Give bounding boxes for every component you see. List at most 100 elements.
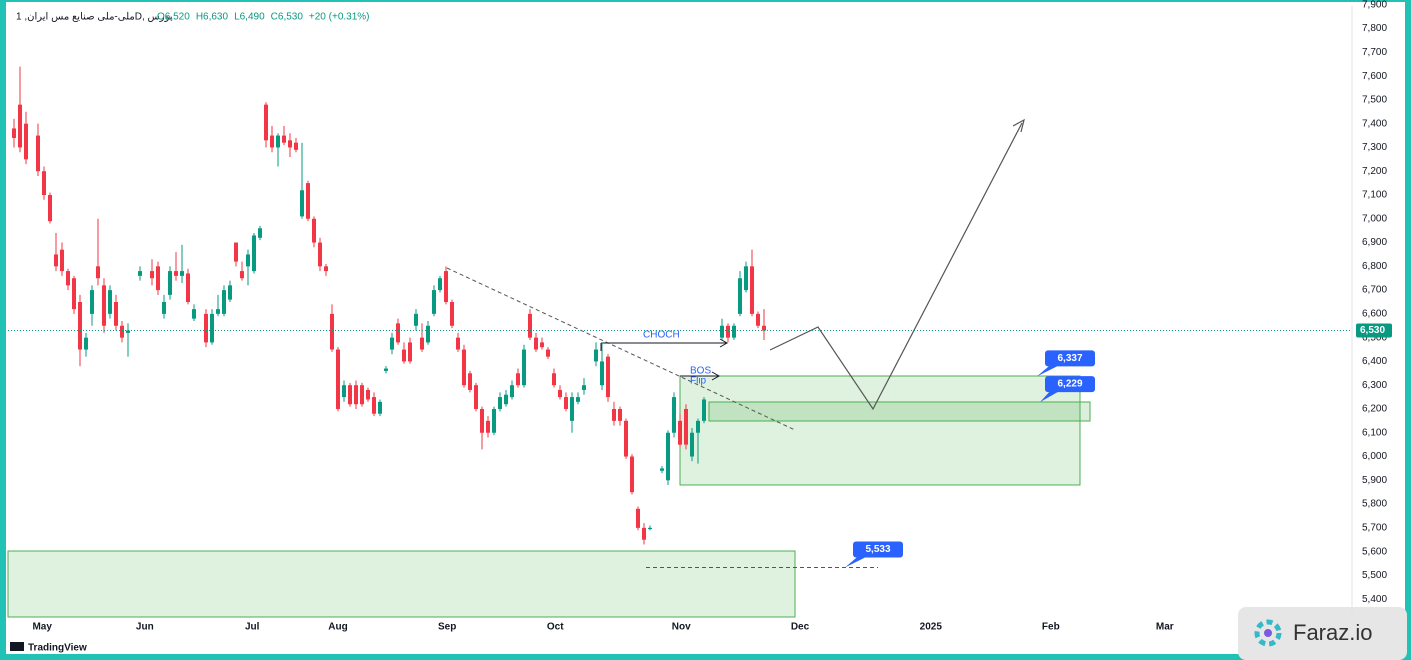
candle-body (288, 140, 292, 148)
candle-body (444, 271, 448, 302)
y-tick-label: 5,700 (1362, 522, 1387, 533)
candle-body (348, 385, 352, 405)
candle-body (336, 349, 340, 409)
candle-body (42, 171, 46, 196)
y-tick-label: 7,300 (1362, 142, 1387, 153)
candle-body (726, 325, 730, 338)
level-label: 6,337 (1057, 353, 1082, 364)
y-tick-label: 6,900 (1362, 237, 1387, 248)
candle-body (618, 408, 622, 421)
candle-body (372, 397, 376, 414)
candle-body (744, 266, 748, 291)
x-tick-label: Aug (328, 622, 347, 633)
candle-body (540, 342, 544, 348)
candle-body (174, 271, 178, 276)
y-tick-label: 6,100 (1362, 427, 1387, 438)
candle-body (546, 349, 550, 357)
candle-body (186, 273, 190, 302)
y-tick-label: 5,400 (1362, 594, 1387, 605)
brand-text: TradingView (28, 643, 87, 654)
candle-body (414, 313, 418, 326)
level-pointer (845, 555, 869, 568)
candle-body (120, 325, 124, 338)
candle-body (636, 508, 640, 528)
candle-body (54, 254, 58, 267)
last-price-label: 6,530 (1360, 325, 1385, 336)
candle-body (492, 408, 496, 433)
candle-body (264, 104, 268, 141)
x-tick-label: 2025 (920, 622, 943, 633)
candle-body (498, 397, 502, 409)
candle-body (234, 242, 238, 262)
y-tick-label: 6,500 (1362, 332, 1387, 343)
candle-body (702, 399, 706, 421)
candle-body (564, 397, 568, 409)
candle-body (342, 385, 346, 398)
demand-zone (679, 375, 1081, 486)
candle-body (240, 271, 244, 279)
candle-body (678, 420, 682, 445)
candle-body (366, 389, 370, 400)
candle-body (420, 337, 424, 350)
candle-body (324, 266, 328, 272)
y-tick-label: 7,400 (1362, 118, 1387, 129)
x-tick-label: Oct (547, 622, 564, 633)
candle-body (510, 385, 514, 398)
candle-body (552, 373, 556, 386)
annotation-text: CHOCH (643, 330, 680, 341)
candle-body (402, 349, 406, 362)
arrow-head (711, 371, 721, 381)
x-tick-label: Nov (672, 622, 691, 633)
candle-body (642, 527, 646, 540)
candle-body (450, 301, 454, 326)
y-tick-label: 6,700 (1362, 285, 1387, 296)
candle-body (306, 183, 310, 219)
ohlc-value: +20 (+0.31%) (309, 12, 370, 23)
candle-body (330, 313, 334, 350)
candle-body (12, 128, 16, 138)
demand-zone (708, 401, 1091, 422)
candle-body (756, 313, 760, 326)
candle-body (750, 266, 754, 314)
annotation-text: BOS (690, 366, 711, 377)
trend-line (446, 267, 796, 431)
y-tick-label: 7,600 (1362, 71, 1387, 82)
ohlc-value: L6,490 (234, 12, 265, 23)
candle-body (762, 325, 766, 331)
candle-body (606, 356, 610, 398)
candle-body (270, 135, 274, 148)
candle-body (96, 266, 100, 279)
brand-logo (10, 642, 24, 651)
symbol-title: ملی-ملی صنایع مس ایران, 1D, بورس (16, 12, 173, 23)
candle-body (252, 235, 256, 272)
candle-body (276, 135, 280, 148)
candle-body (468, 373, 472, 390)
candle-body (354, 385, 358, 405)
y-tick-label: 5,800 (1362, 499, 1387, 510)
y-tick-label: 7,100 (1362, 190, 1387, 201)
candle-body (480, 408, 484, 433)
plot-area: CHOCH BOS Flip (7, 66, 1352, 618)
candle-body (504, 394, 508, 405)
projection-path (769, 122, 1023, 411)
candle-body (36, 135, 40, 172)
y-tick-label: 7,800 (1362, 23, 1387, 34)
candle-body (612, 408, 616, 421)
candle-body (300, 190, 304, 217)
watermark-box (1238, 607, 1407, 660)
level-label: 5,533 (865, 544, 890, 555)
candle-body (222, 290, 226, 314)
candle-body (24, 123, 28, 160)
level-box (1045, 376, 1095, 393)
ohlc-value: O6,520 (157, 12, 190, 23)
candle-body (516, 373, 520, 386)
ohlc-readout: O6,520 H6,630 L6,490 C6,530 +20 (+0.31%) (157, 12, 370, 23)
candle-body (318, 242, 322, 267)
candle-body (690, 432, 694, 457)
candle-body (666, 432, 670, 481)
candle-body (432, 290, 436, 314)
candle-body (312, 218, 316, 243)
candle-body (462, 349, 466, 386)
x-tick-label: Dec (791, 622, 810, 633)
